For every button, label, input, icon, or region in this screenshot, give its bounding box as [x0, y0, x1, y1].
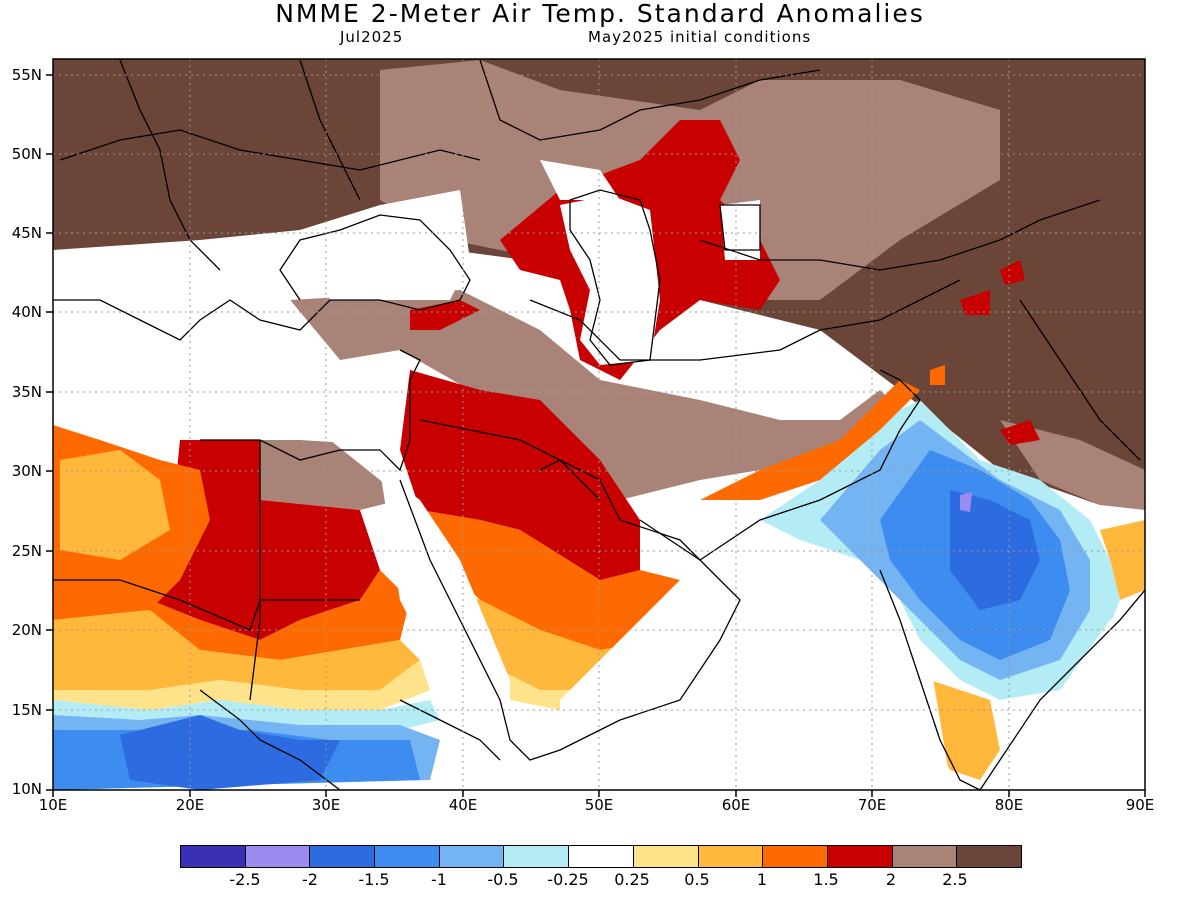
legend-swatch — [310, 846, 376, 867]
legend-swatch — [892, 846, 958, 867]
legend-swatch — [245, 846, 311, 867]
axis-ticks — [46, 74, 1146, 797]
legend-swatch — [633, 846, 699, 867]
lat-label: 25N — [11, 542, 42, 560]
legend-tick: 2 — [885, 870, 897, 889]
lon-label: 30E — [311, 796, 341, 814]
lat-label: 20N — [11, 621, 42, 639]
map-title: NMME 2-Meter Air Temp. Standard Anomalie… — [275, 0, 925, 28]
legend-swatch — [375, 846, 440, 867]
lon-label: 70E — [857, 796, 887, 814]
legend-tick: 0.5 — [684, 870, 710, 889]
lon-label: 90E — [1125, 796, 1155, 814]
lon-label: 20E — [175, 796, 205, 814]
lon-label: 10E — [38, 796, 68, 814]
lat-label: 35N — [11, 383, 42, 401]
lat-label: 55N — [11, 66, 42, 84]
legend-tick: 0.25 — [614, 870, 650, 889]
lat-label: 40N — [11, 303, 42, 321]
legend-tick: -2.5 — [229, 870, 261, 889]
lat-label: 10N — [11, 780, 42, 798]
legend-tick: 1.5 — [813, 870, 839, 889]
legend-swatch — [504, 846, 570, 867]
gridlines — [53, 59, 1145, 790]
coastlines — [53, 59, 1145, 790]
legend-swatch — [181, 846, 246, 867]
legend-tick: -1 — [431, 870, 447, 889]
legend-tick: 2.5 — [942, 870, 968, 889]
lon-label: 50E — [584, 796, 614, 814]
lat-label: 15N — [11, 701, 42, 719]
legend-swatch — [439, 846, 505, 867]
target-month: Jul2025 — [340, 28, 404, 46]
lon-label: 60E — [721, 796, 751, 814]
lon-label: 80E — [994, 796, 1024, 814]
lon-label: 40E — [448, 796, 478, 814]
legend-swatch — [569, 846, 634, 867]
init-conditions: May2025 initial conditions — [588, 28, 812, 46]
legend-tick: -2 — [302, 870, 318, 889]
lat-label: 50N — [11, 145, 42, 163]
legend-colorbar — [180, 845, 1022, 868]
legend-tick: 1 — [756, 870, 768, 889]
legend-swatch — [827, 846, 893, 867]
lat-label: 30N — [11, 462, 42, 480]
anomaly-fields — [53, 59, 1145, 790]
legend-swatch — [957, 846, 1021, 867]
legend-tick: -0.5 — [487, 870, 519, 889]
legend-tick: -0.25 — [547, 870, 589, 889]
legend-swatch — [698, 846, 764, 867]
legend-tick: -1.5 — [358, 870, 390, 889]
legend-swatch — [763, 846, 828, 867]
lat-label: 45N — [11, 224, 42, 242]
